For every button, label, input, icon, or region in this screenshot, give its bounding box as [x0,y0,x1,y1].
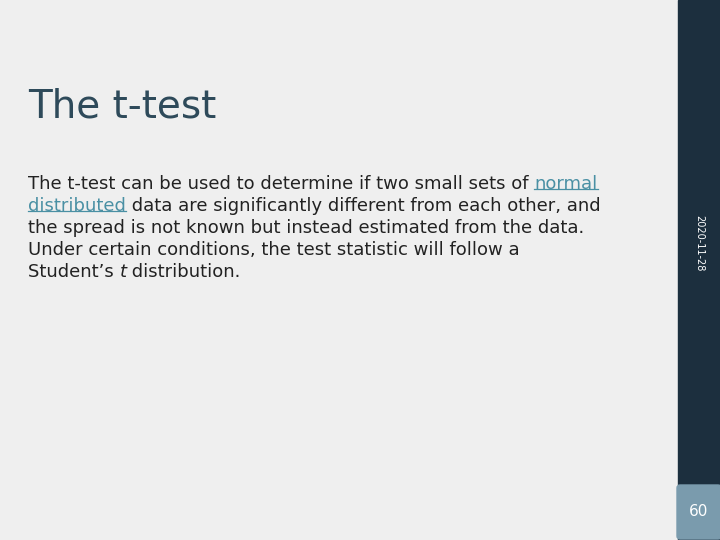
Text: Student’s: Student’s [28,263,120,281]
Text: The t-test: The t-test [28,88,216,126]
Text: the spread is not known but instead estimated from the data.: the spread is not known but instead esti… [28,219,584,237]
FancyBboxPatch shape [677,485,720,539]
Text: data are significantly different from each other, and: data are significantly different from ea… [126,197,600,215]
Text: 60: 60 [689,504,708,519]
Text: The t-test can be used to determine if two small sets of: The t-test can be used to determine if t… [28,175,534,193]
Text: distribution.: distribution. [127,263,241,281]
Text: distributed: distributed [28,197,126,215]
Text: 2020-11-28: 2020-11-28 [694,215,704,271]
Text: Under certain conditions, the test statistic will follow a: Under certain conditions, the test stati… [28,241,520,259]
Text: t: t [120,263,127,281]
Text: normal: normal [534,175,598,193]
Bar [678,0,720,540]
